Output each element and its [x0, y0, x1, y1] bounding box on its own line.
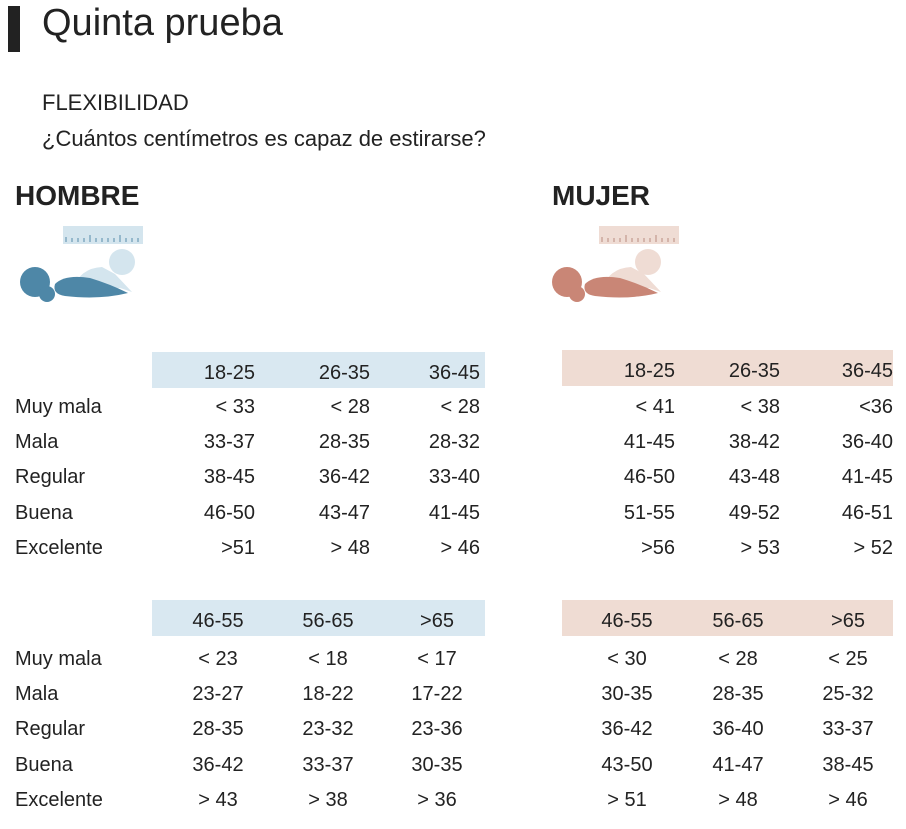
table-cell: 41-45: [428, 501, 480, 524]
table-cell: 28-32: [428, 431, 480, 454]
table-cell: >51: [221, 536, 255, 559]
table-cell: < 25: [828, 648, 868, 670]
age-group-header: 18-25: [623, 360, 675, 382]
table-cell: > 46: [440, 536, 480, 559]
table-cell: 36-42: [318, 466, 370, 489]
table-cell: 36-40: [712, 718, 764, 741]
page-title: Quinta prueba: [42, 2, 283, 44]
table-cell: 46-50: [623, 466, 675, 489]
table-cell: 33-37: [302, 753, 354, 776]
age-group-header: 56-65: [712, 610, 764, 632]
table-cell: 25-32: [822, 683, 874, 706]
rating-label: Buena: [15, 501, 73, 524]
rating-label: Mala: [15, 431, 59, 454]
age-group-header: 36-45: [428, 362, 480, 384]
table-cell: 30-35: [601, 683, 653, 706]
table-cell: 43-50: [601, 753, 653, 776]
table-cell: > 43: [198, 788, 238, 811]
rating-label: Mala: [15, 683, 59, 706]
age-group-header: 36-45: [841, 360, 893, 382]
table-cell: < 23: [198, 648, 238, 670]
age-group-header: >65: [831, 610, 865, 632]
table-cell: >56: [641, 536, 675, 559]
table-cell: > 36: [417, 788, 457, 811]
men-heading: HOMBRE: [15, 180, 140, 211]
table-cell: < 18: [308, 648, 348, 670]
table-cell: 38-45: [822, 753, 874, 776]
men-stretch-icon: [20, 226, 143, 302]
table-cell: > 38: [308, 788, 348, 811]
table-cell: 23-32: [302, 718, 354, 741]
table-cell: 33-37: [822, 718, 874, 741]
table-cell: 33-40: [428, 466, 480, 489]
rating-label: Regular: [15, 466, 86, 489]
table-cell: 28-35: [318, 431, 370, 454]
table-cell: > 53: [740, 536, 780, 559]
table-cell: 49-52: [728, 501, 780, 524]
table-cell: > 46: [828, 788, 868, 811]
table-cell: < 38: [740, 396, 780, 418]
women-stretch-icon: [552, 226, 679, 302]
women-age-header-band: [562, 600, 893, 636]
table-cell: 36-42: [192, 753, 244, 776]
table-cell: <36: [859, 396, 893, 418]
age-group-header: 56-65: [302, 610, 354, 632]
table-cell: 41-47: [712, 753, 764, 776]
table-cell: < 17: [417, 648, 457, 670]
table-cell: 17-22: [411, 683, 463, 706]
table-cell: < 28: [440, 396, 480, 418]
table-cell: < 28: [718, 648, 758, 670]
women-heading: MUJER: [552, 180, 651, 211]
table-cell: 41-45: [841, 466, 893, 489]
table-cell: 43-48: [728, 466, 780, 489]
table-cell: 30-35: [411, 753, 463, 776]
table-cell: > 51: [607, 788, 647, 811]
age-group-header: >65: [420, 610, 454, 632]
table-cell: 28-35: [192, 718, 244, 741]
table-cell: 46-51: [841, 501, 893, 524]
table-cell: 38-45: [203, 466, 255, 489]
table-cell: 43-47: [318, 501, 370, 524]
table-cell: 28-35: [712, 683, 764, 706]
age-group-header: 18-25: [203, 362, 255, 384]
age-group-header: 26-35: [318, 362, 370, 384]
table-cell: < 33: [215, 396, 255, 418]
age-group-header: 26-35: [728, 360, 780, 382]
table-cell: 33-37: [203, 431, 255, 454]
table-cell: 36-42: [601, 718, 653, 741]
women-age-header-band: [562, 350, 893, 386]
rating-label: Muy mala: [15, 396, 102, 418]
rating-label: Regular: [15, 718, 86, 741]
table-cell: > 48: [330, 536, 370, 559]
table-cell: 23-27: [192, 683, 244, 706]
table-cell: 46-50: [203, 501, 255, 524]
question: ¿Cuántos centímetros es capaz de estirar…: [42, 126, 486, 151]
table-cell: < 41: [635, 396, 675, 418]
table-cell: > 48: [718, 788, 758, 811]
age-group-header: 46-55: [601, 610, 653, 632]
title-accent-bar: [8, 6, 20, 52]
table-cell: 51-55: [623, 501, 675, 524]
table-cell: > 52: [853, 536, 893, 559]
age-group-header: 46-55: [192, 610, 244, 632]
table-cell: 23-36: [411, 718, 463, 741]
subtitle: FLEXIBILIDAD: [42, 90, 189, 115]
men-age-header-band: [152, 352, 485, 388]
table-cell: 38-42: [728, 431, 780, 454]
men-age-header-band: [152, 600, 485, 636]
table-cell: 36-40: [841, 431, 893, 454]
rating-label: Muy mala: [15, 648, 102, 670]
table-cell: < 28: [330, 396, 370, 418]
table-cell: 18-22: [302, 683, 354, 706]
rating-label: Buena: [15, 753, 73, 776]
table-cell: 41-45: [623, 431, 675, 454]
rating-label: Excelente: [15, 536, 103, 559]
rating-label: Excelente: [15, 788, 103, 811]
table-cell: < 30: [607, 648, 647, 670]
